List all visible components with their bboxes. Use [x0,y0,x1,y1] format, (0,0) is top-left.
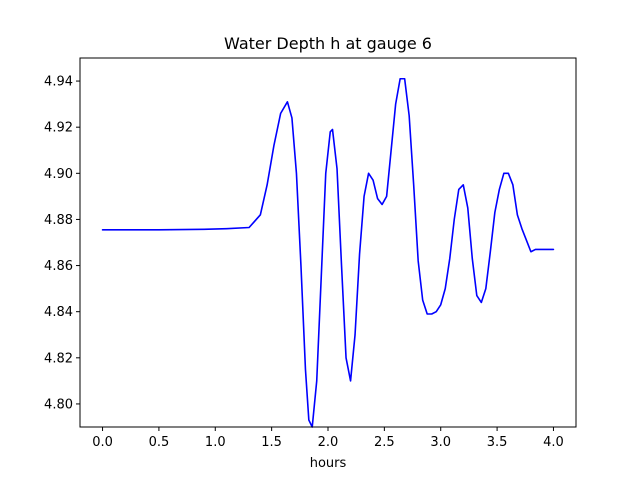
x-tick-label: 4.0 [543,435,564,450]
y-axis: 4.80 4.82 4.84 4.86 4.88 4.90 4.92 4.94 [44,75,80,412]
x-tick-label: 2.5 [374,435,395,450]
y-tick-label: 4.94 [44,75,73,90]
x-tick-label: 0.5 [149,435,170,450]
x-tick-label: 3.5 [487,435,508,450]
y-tick-label: 4.88 [44,213,73,228]
x-tick-label: 1.0 [205,435,226,450]
y-tick-label: 4.80 [44,397,73,412]
x-tick-label: 1.5 [261,435,282,450]
y-tick-label: 4.82 [44,351,73,366]
x-tick-label: 2.0 [318,435,339,450]
x-tick-label: 0.0 [92,435,113,450]
x-axis: 0.0 0.5 1.0 1.5 2.0 2.5 3.0 3.5 4.0 [92,427,564,450]
x-axis-label: hours [310,456,347,471]
x-tick-label: 3.0 [430,435,451,450]
y-tick-label: 4.90 [44,167,73,182]
chart-title: Water Depth h at gauge 6 [224,34,432,53]
plot-area [101,77,555,428]
series-line-0 [101,77,555,428]
y-tick-label: 4.86 [44,259,73,274]
y-tick-label: 4.84 [44,305,73,320]
y-tick-label: 4.92 [44,121,73,136]
